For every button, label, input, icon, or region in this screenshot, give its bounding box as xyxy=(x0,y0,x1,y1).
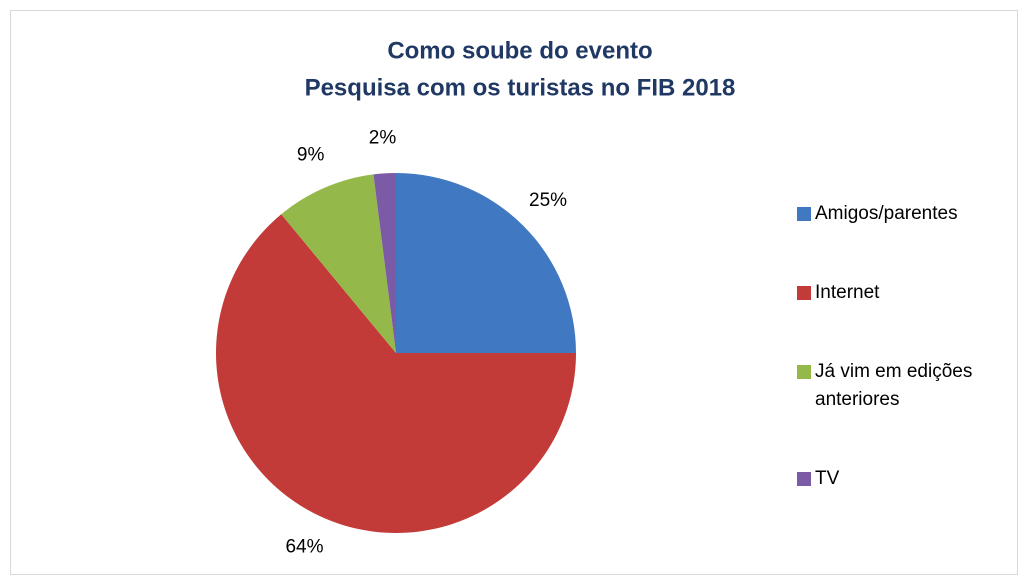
legend-label: TV xyxy=(815,468,840,489)
chart-subtitle: Pesquisa com os turistas no FIB 2018 xyxy=(305,74,736,101)
legend-label: Amigos/parentes xyxy=(815,203,958,224)
legend-label: Internet xyxy=(815,282,880,303)
legend-entry: Amigos/parentes xyxy=(797,200,1012,228)
chart-title: Como soube do evento xyxy=(387,37,652,64)
pie-slice xyxy=(216,214,576,533)
pie-slice xyxy=(396,173,576,353)
data-label: 25% xyxy=(529,190,567,211)
legend-label: Já vim em edições anteriores xyxy=(815,361,973,410)
legend-entry: TV xyxy=(797,465,1012,493)
pie-slice xyxy=(373,173,396,353)
data-label: 2% xyxy=(369,127,397,148)
data-label: 9% xyxy=(297,145,325,166)
data-label: 64% xyxy=(285,537,323,558)
legend-swatch xyxy=(797,286,811,300)
legend-entry: Internet xyxy=(797,279,1012,307)
legend-swatch xyxy=(797,365,811,379)
legend-swatch xyxy=(797,207,811,221)
legend-swatch xyxy=(797,472,811,486)
legend-entry: Já vim em edições anteriores xyxy=(797,358,1012,414)
pie-slice xyxy=(281,174,396,353)
legend: Amigos/parentes Internet Já vim em edições… xyxy=(797,200,1012,544)
